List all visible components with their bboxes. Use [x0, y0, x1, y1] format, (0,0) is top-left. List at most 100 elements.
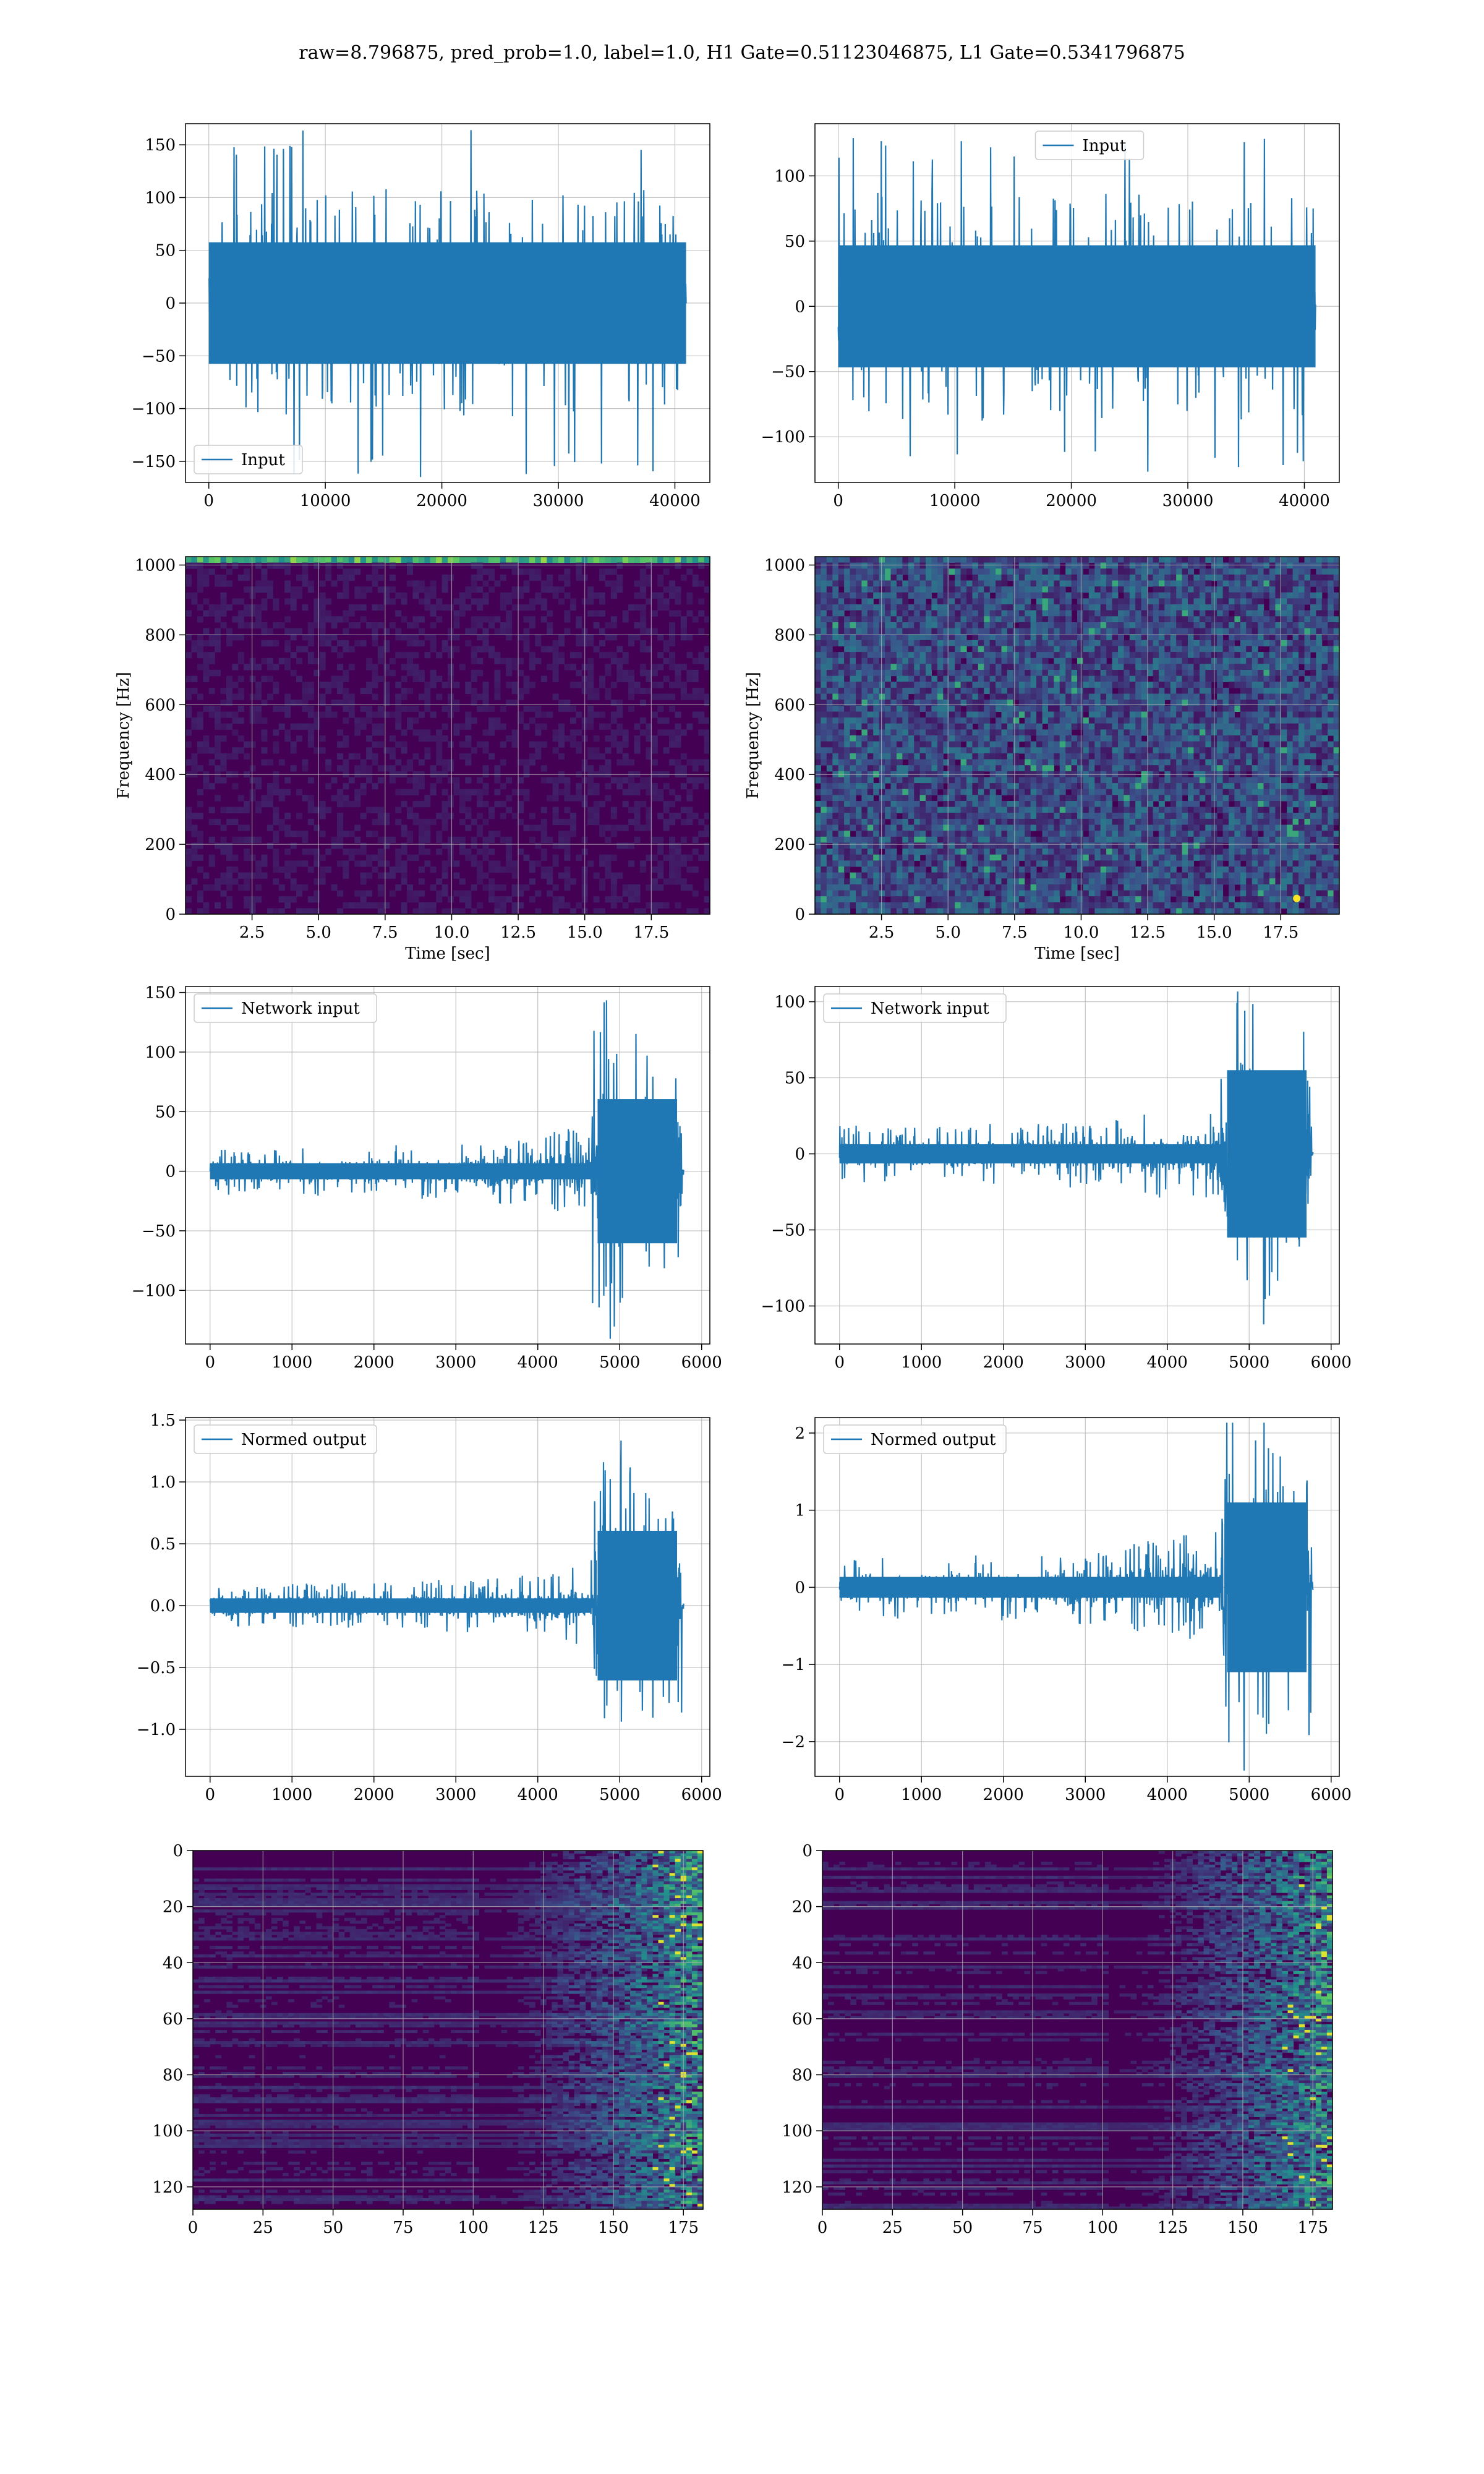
- spectrogram-cell: [681, 682, 687, 688]
- spectrogram-cell: [191, 878, 197, 884]
- spectrogram-cell: [605, 795, 611, 801]
- spectrogram-cell: [1334, 688, 1340, 694]
- y-tick-label: −100: [132, 400, 176, 419]
- spectrogram-cell: [1205, 658, 1211, 664]
- spectrogram-cell: [436, 694, 442, 700]
- spectrogram-cell: [1269, 622, 1276, 628]
- spectrogram-cell: [1065, 568, 1072, 575]
- spectrogram-cell: [990, 688, 996, 694]
- spectrogram-cell: [1217, 729, 1223, 735]
- spectrogram-cell: [1130, 575, 1136, 581]
- spectrogram-cell: [914, 610, 920, 617]
- spectrogram-cell: [354, 753, 360, 760]
- spectrogram-cell: [291, 670, 297, 676]
- spectrogram-cell: [1007, 658, 1013, 664]
- spectrogram-cell: [401, 593, 407, 599]
- spectrogram-cell: [1159, 557, 1165, 563]
- spectrogram-cell: [1036, 628, 1043, 635]
- spectrogram-cell: [383, 670, 390, 676]
- spectrogram-cell: [453, 891, 459, 897]
- spectrogram-cell: [1159, 616, 1165, 622]
- spectrogram-cell: [1094, 706, 1101, 712]
- spectrogram-cell: [564, 706, 570, 712]
- spectrogram-cell: [262, 729, 268, 735]
- spectrogram-cell: [308, 652, 314, 658]
- spectrogram-cell: [1176, 676, 1182, 682]
- spectrogram-cell: [1077, 557, 1083, 563]
- spectrogram-cell: [1223, 676, 1229, 682]
- spectrogram-cell: [652, 783, 658, 789]
- spectrogram-cell: [372, 807, 378, 813]
- spectrogram-cell: [477, 563, 483, 569]
- spectrogram-cell: [1101, 640, 1107, 646]
- spectrogram-cell: [1060, 694, 1066, 700]
- spectrogram-cell: [1013, 604, 1019, 610]
- spectrogram-cell: [937, 557, 944, 563]
- spectrogram-cell: [693, 616, 699, 622]
- spectrogram-cell: [931, 604, 937, 610]
- spectrogram-cell: [914, 717, 920, 724]
- spectrogram-cell: [436, 891, 442, 897]
- spectrogram-cell: [558, 873, 565, 879]
- spectrogram-cell: [500, 783, 506, 789]
- spectrogram-cell: [1287, 563, 1293, 569]
- spectrogram-cell: [1171, 664, 1177, 670]
- spectrogram-cell: [203, 658, 209, 664]
- spectrogram-cell: [372, 622, 378, 628]
- spectrogram-cell: [1019, 568, 1025, 575]
- spectrogram-cell: [897, 598, 903, 604]
- spectrogram-cell: [1153, 586, 1159, 593]
- spectrogram-cell: [821, 717, 827, 724]
- spectrogram-cell: [698, 855, 704, 861]
- spectrogram-cell: [284, 586, 291, 593]
- spectrogram-cell: [686, 777, 693, 783]
- spectrogram-cell: [920, 557, 926, 563]
- spectrogram-cell: [558, 896, 565, 902]
- spectrogram-cell: [1065, 616, 1072, 622]
- spectrogram-cell: [1089, 729, 1095, 735]
- spectrogram-cell: [873, 604, 879, 610]
- spectrogram-cell: [1065, 652, 1072, 658]
- spectrogram-cell: [1316, 652, 1322, 658]
- spectrogram-cell: [879, 688, 885, 694]
- spectrogram-cell: [1316, 616, 1322, 622]
- spectrogram-cell: [955, 586, 961, 593]
- spectrogram-cell: [366, 860, 372, 867]
- spectrogram-cell: [815, 706, 821, 712]
- spectrogram-cell: [1025, 664, 1031, 670]
- spectrogram-cell: [1240, 706, 1247, 712]
- spectrogram-cell: [325, 610, 331, 617]
- spectrogram-cell: [861, 682, 868, 688]
- spectrogram-cell: [477, 902, 483, 909]
- spectrogram-cell: [255, 706, 262, 712]
- spectrogram-cell: [1048, 729, 1054, 735]
- spectrogram-cell: [325, 598, 331, 604]
- spectrogram-cell: [850, 628, 856, 635]
- spectrogram-cell: [401, 831, 407, 837]
- spectrogram-cell: [1036, 682, 1043, 688]
- spectrogram-cell: [1334, 568, 1340, 575]
- spectrogram-cell: [1019, 652, 1025, 658]
- spectrogram-cell: [267, 760, 273, 766]
- spectrogram-cell: [413, 676, 419, 682]
- spectrogram-cell: [1065, 604, 1072, 610]
- spectrogram-cell: [920, 581, 926, 587]
- spectrogram-cell: [873, 670, 879, 676]
- spectrogram-cell: [494, 682, 500, 688]
- spectrogram-cell: [407, 777, 413, 783]
- spectrogram-cell: [1269, 706, 1276, 712]
- spectrogram-cell: [320, 831, 326, 837]
- spectrogram-cell: [378, 676, 384, 682]
- spectrogram-cell: [1182, 729, 1188, 735]
- spectrogram-cell: [337, 795, 343, 801]
- spectrogram-cell: [570, 813, 576, 819]
- spectrogram-cell: [821, 724, 827, 730]
- spectrogram-cell: [978, 652, 984, 658]
- spectrogram-cell: [844, 670, 850, 676]
- spectrogram-cell: [331, 682, 338, 688]
- spectrogram-cell: [931, 575, 937, 581]
- spectrogram-cell: [1240, 652, 1247, 658]
- spectrogram-cell: [931, 652, 937, 658]
- spectrogram-cell: [1118, 658, 1124, 664]
- spectrogram-cell: [302, 849, 308, 855]
